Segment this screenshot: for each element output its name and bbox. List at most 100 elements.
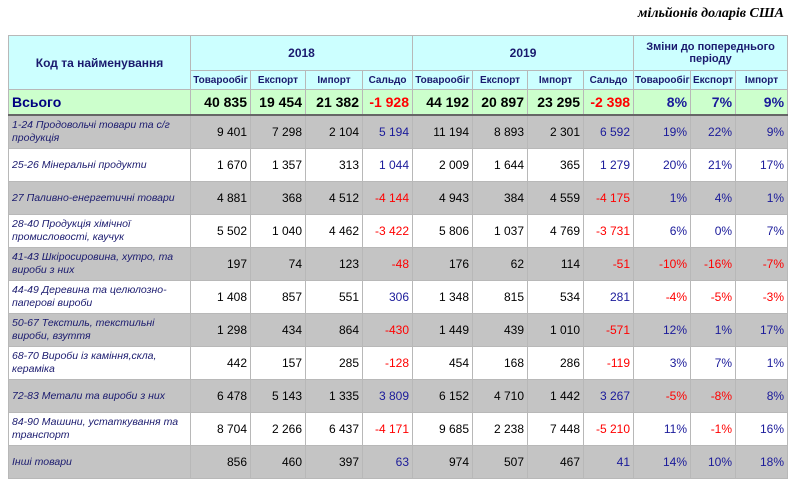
cell: 2 301 (527, 114, 585, 149)
cell: 365 (527, 148, 585, 182)
cell: -1% (690, 412, 737, 446)
table-row: 27 Паливно-енергетичні товари 4 881 368 4 5… (8, 181, 789, 215)
row-name: 25-26 Мінеральні продукти (8, 148, 191, 182)
cell: 19 454 (250, 89, 306, 116)
cell: -3% (735, 280, 789, 314)
header-column: Експорт (472, 70, 529, 90)
cell: 41 (583, 445, 635, 479)
cell: 6% (633, 214, 692, 248)
cell: 2 009 (412, 148, 474, 182)
cell: 21 382 (305, 89, 363, 116)
cell: -4 171 (361, 412, 414, 446)
cell: 11 194 (412, 114, 474, 149)
header-column: Сальдо (583, 70, 635, 90)
cell: 1 442 (527, 379, 585, 413)
header-column: Імпорт (735, 70, 789, 90)
cell: 7 448 (527, 412, 585, 446)
cell: 8 893 (472, 114, 529, 149)
row-name: 27 Паливно-енергетичні товари (8, 181, 191, 215)
cell: 5 502 (190, 214, 251, 248)
cell: 123 (305, 247, 363, 281)
cell: 313 (305, 148, 363, 182)
cell: 1 357 (250, 148, 306, 182)
cell: 11% (633, 412, 692, 446)
row-name: 84-90 Машини, устаткування та транспорт (8, 412, 191, 446)
cell: 434 (250, 313, 306, 347)
cell: 7% (735, 214, 789, 248)
row-name: 68-70 Вироби із каміння,скла, кераміка (8, 346, 191, 380)
cell: 1 010 (527, 313, 585, 347)
header-row: Код та найменування 2018 2019 Зміни до попе… (8, 35, 789, 90)
cell: 3 809 (361, 379, 414, 413)
cell: 157 (250, 346, 306, 380)
cell: 9% (735, 114, 789, 149)
cell: 12% (633, 313, 692, 347)
cell: 1 348 (412, 280, 474, 314)
cell: 397 (305, 445, 363, 479)
row-name: Всього (8, 89, 191, 116)
cell: 44 192 (412, 89, 474, 116)
cell: 368 (250, 181, 306, 215)
cell: 2 266 (250, 412, 306, 446)
cell: 1 644 (472, 148, 529, 182)
cell: 1 408 (190, 280, 251, 314)
header-group: 2018 (189, 35, 414, 71)
header-group: 2019 (412, 35, 635, 71)
cell: 197 (190, 247, 251, 281)
cell: 281 (583, 280, 635, 314)
cell: 8 704 (190, 412, 251, 446)
cell: -3 422 (361, 214, 414, 248)
cell: 4 710 (472, 379, 529, 413)
cell: 63 (361, 445, 414, 479)
cell: -2 398 (583, 89, 635, 116)
row-name: 72-83 Метали та вироби з них (8, 379, 191, 413)
cell: 1% (735, 346, 789, 380)
cell: 1 449 (412, 313, 474, 347)
cell: 1 298 (190, 313, 251, 347)
cell: -4 175 (583, 181, 635, 215)
cell: -119 (583, 346, 635, 380)
cell: 1 335 (305, 379, 363, 413)
table-row: Всього 40 835 19 454 21 382 -1 928 44 192 20 8… (8, 89, 789, 116)
cell: 22% (690, 114, 737, 149)
cell: 856 (190, 445, 251, 479)
cell: 6 592 (583, 114, 635, 149)
cell: 17% (735, 313, 789, 347)
cell: 285 (305, 346, 363, 380)
cell: 8% (633, 89, 692, 116)
header-column: Товарообіг (412, 70, 474, 90)
cell: 7% (690, 89, 737, 116)
trade-table: Код та найменування 2018 2019 Зміни до попе… (8, 35, 789, 479)
cell: 974 (412, 445, 474, 479)
cell: 4 512 (305, 181, 363, 215)
row-name: Інші товари (8, 445, 191, 479)
cell: 3% (633, 346, 692, 380)
cell: -5% (633, 379, 692, 413)
table-row: 41-43 Шкіросировина, хутро, та вироби з … (8, 247, 789, 281)
cell: 507 (472, 445, 529, 479)
cell: 384 (472, 181, 529, 215)
cell: 1 037 (472, 214, 529, 248)
cell: -5 210 (583, 412, 635, 446)
table-row: 44-49 Деревина та целюлозно-паперові вир… (8, 280, 789, 314)
cell: 62 (472, 247, 529, 281)
header-column: Товарообіг (190, 70, 251, 90)
cell: 6 152 (412, 379, 474, 413)
cell: 9% (735, 89, 789, 116)
cell: 7% (690, 346, 737, 380)
cell: 857 (250, 280, 306, 314)
table-row: 25-26 Мінеральні продукти 1 670 1 357 313 1 … (8, 148, 789, 182)
header-column: Сальдо (361, 70, 414, 90)
cell: 6 478 (190, 379, 251, 413)
cell: -48 (361, 247, 414, 281)
row-name: 1-24 Продовольчі товари та с/г продукція (8, 114, 191, 149)
cell: 467 (527, 445, 585, 479)
header-name: Код та найменування (8, 35, 191, 90)
cell: -8% (690, 379, 737, 413)
cell: 7 298 (250, 114, 306, 149)
cell: 74 (250, 247, 306, 281)
header-column: Імпорт (305, 70, 363, 90)
table-row: 84-90 Машини, устаткування та транспорт 8… (8, 412, 789, 446)
cell: -5% (690, 280, 737, 314)
